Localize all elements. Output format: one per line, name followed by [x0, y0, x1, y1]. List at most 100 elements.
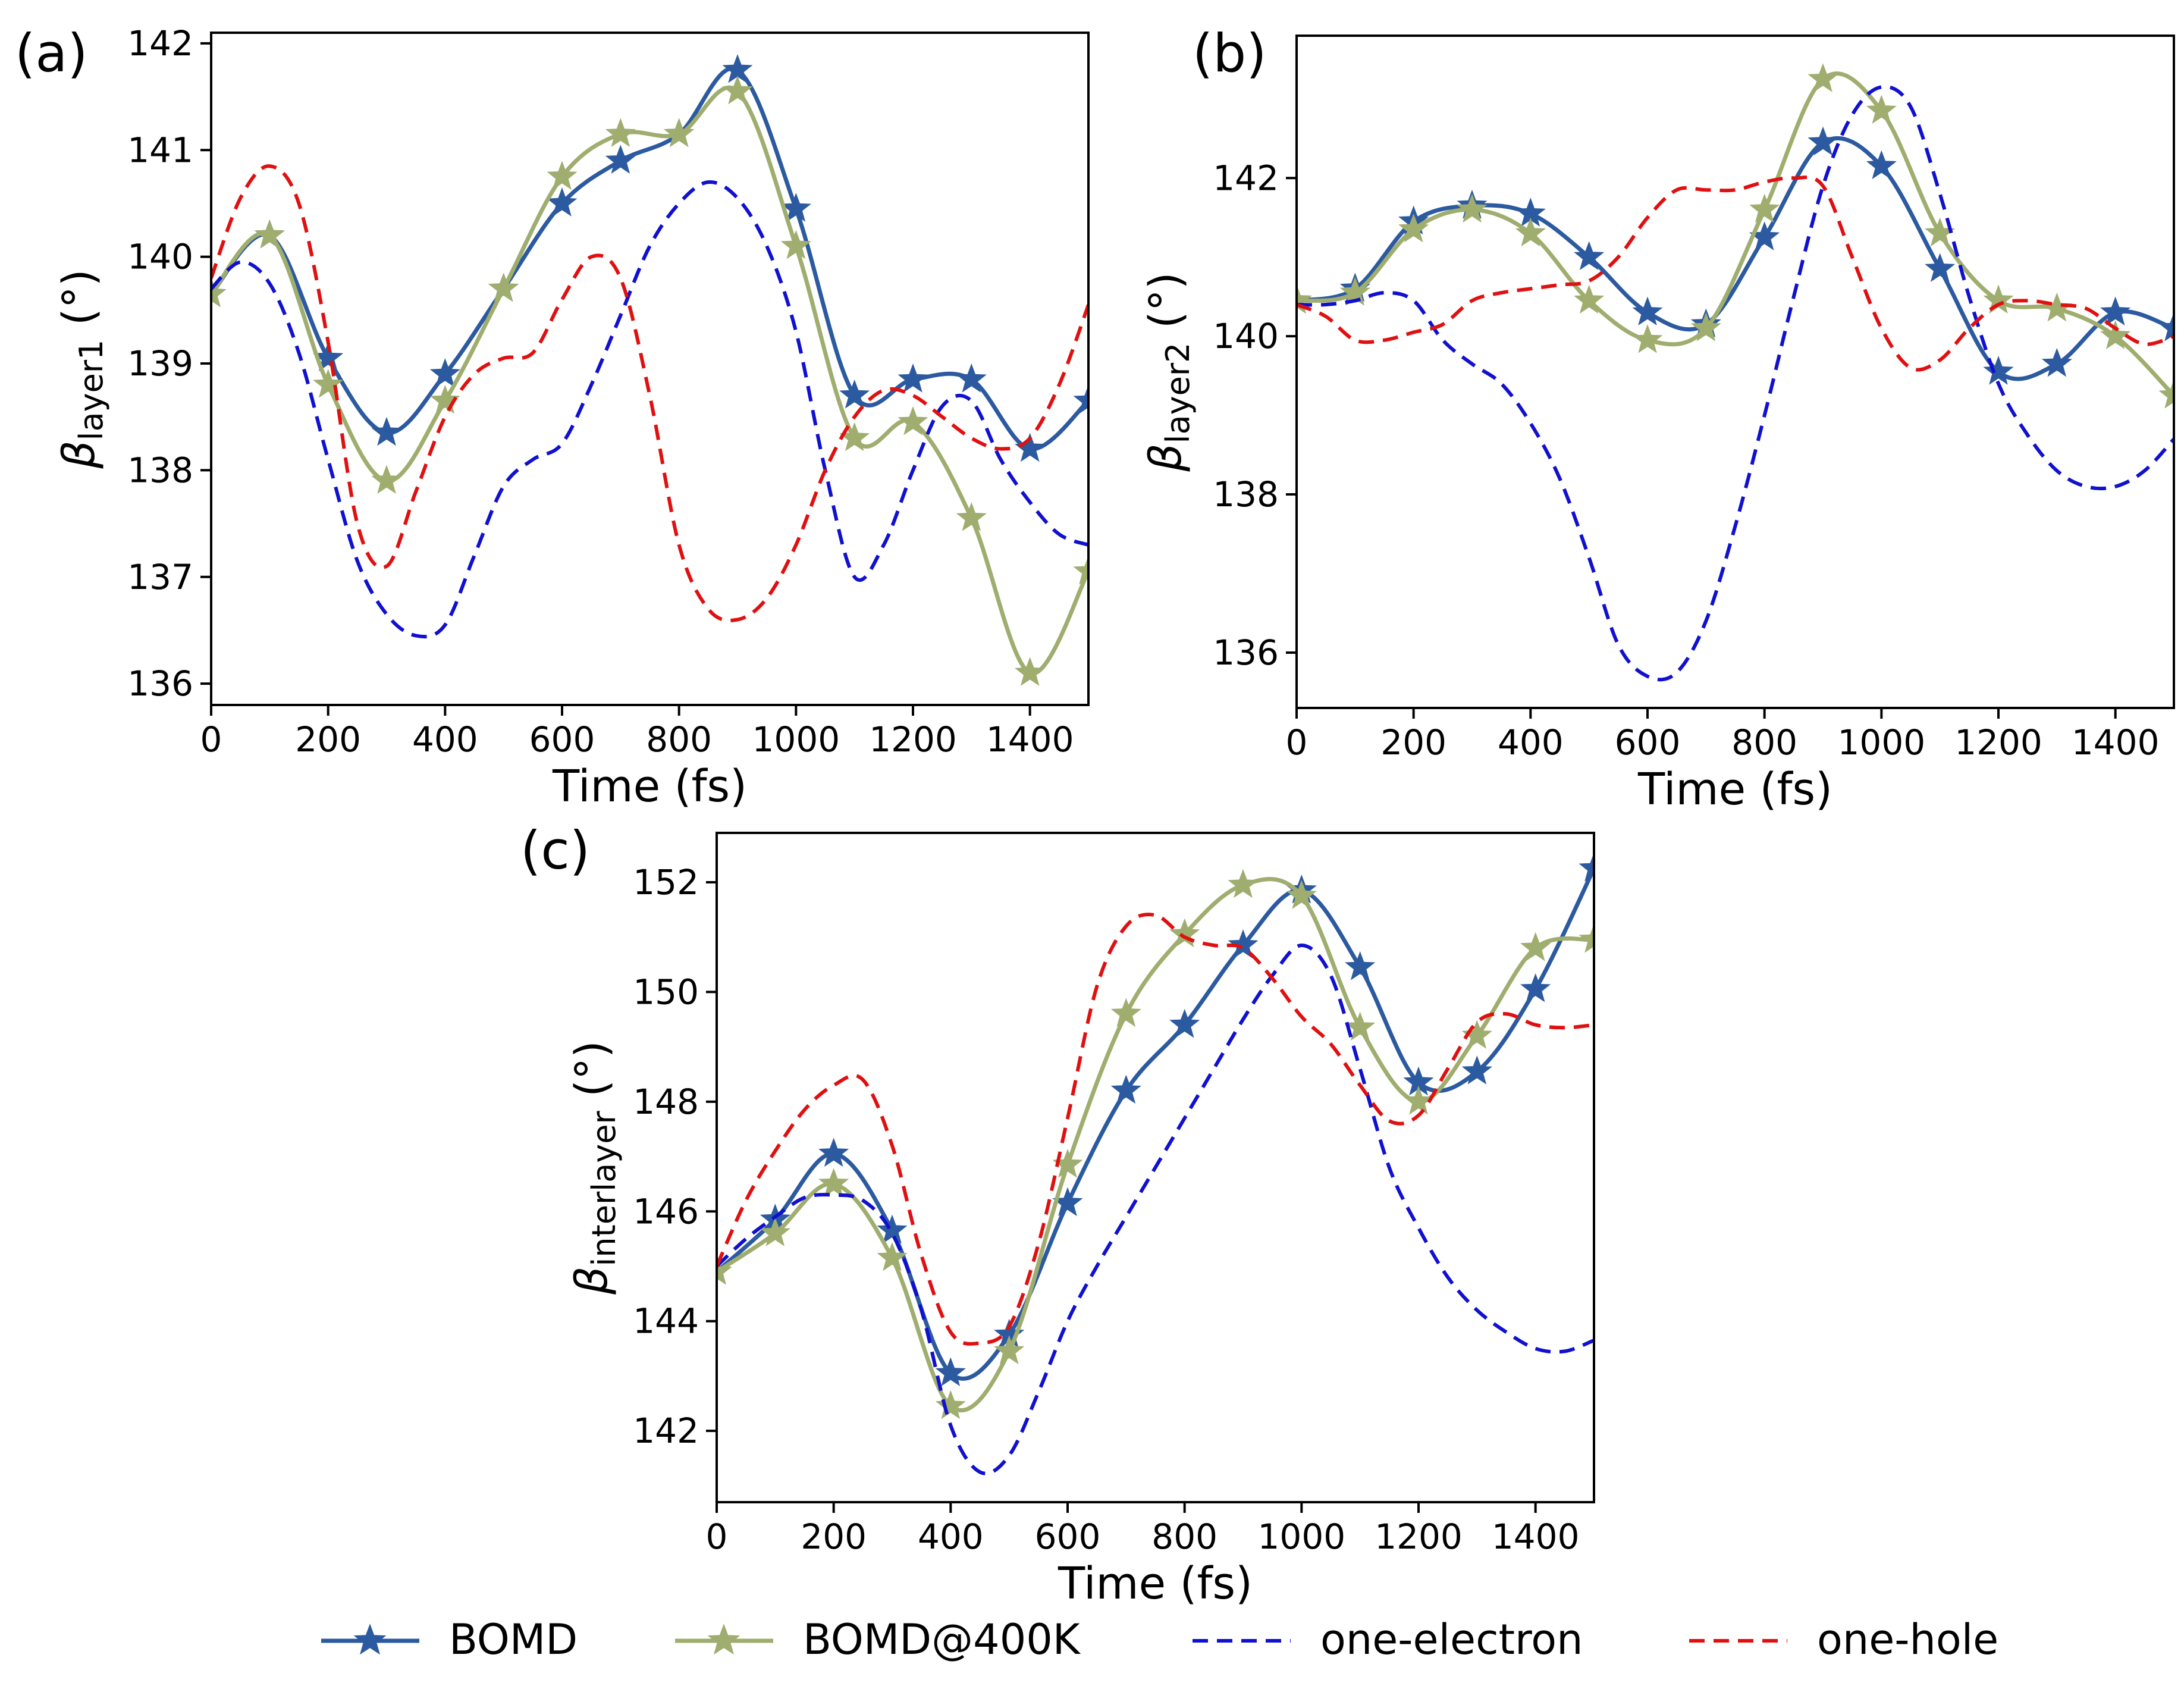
data-point-bomd-400k: [1461, 1020, 1492, 1049]
y-tick-label: 136: [1213, 632, 1279, 673]
data-point-bomd: [1169, 1008, 1200, 1038]
x-tick-label: 800: [646, 719, 712, 760]
data-point-bomd: [1228, 929, 1259, 958]
data-point-bomd: [547, 187, 578, 217]
data-point-bomd: [1574, 241, 1605, 271]
plot-frame: [716, 832, 1595, 1503]
data-point-bomd: [1866, 150, 1897, 180]
y-axis-label: βlayer1 (°): [54, 269, 110, 469]
data-point-bomd: [1808, 126, 1838, 156]
x-tick-label: 1400: [986, 719, 1074, 760]
data-point-bomd-400k: [1579, 923, 1594, 953]
data-point-bomd-400k: [1457, 193, 1488, 223]
x-tick-label: 1400: [2072, 722, 2160, 763]
data-point-bomd: [429, 358, 460, 387]
series-group: [211, 54, 1088, 686]
data-point-bomd-400k: [664, 118, 695, 148]
legend-label: BOMD: [449, 1615, 578, 1664]
data-point-bomd: [2041, 347, 2072, 377]
y-tick-label: 148: [633, 1082, 699, 1122]
data-point-bomd-400k: [1690, 312, 1721, 341]
x-axis-label: Time (fs): [1637, 764, 1832, 815]
x-tick-label: 400: [918, 1516, 984, 1557]
data-point-bomd: [898, 363, 928, 393]
data-point-bomd-400k: [956, 502, 987, 531]
series-line-one-hole: [211, 164, 1088, 622]
panel-b: 0 200 400 600 800 1000 1200 1400 136 138 140 142 Tim…: [1140, 23, 2175, 815]
data-point-bomd: [839, 379, 870, 409]
data-point-bomd-400k: [1808, 63, 1838, 92]
data-point-bomd: [605, 145, 636, 174]
panel-c: 0 200 400 600 800 1000 1200 1400 142 144 146 148 150…: [520, 820, 1595, 1609]
data-point-bomd-400k: [818, 1168, 849, 1197]
y-axis-symbol: β: [566, 1267, 617, 1295]
series-line-bomd: [1297, 136, 2174, 381]
panel-a: 0 200 400 600 800 1000 1200 1400 136 137 138 139 140…: [15, 23, 1090, 812]
series-line-one-electron: [1297, 84, 2174, 682]
legend-star: [353, 1624, 387, 1655]
legend: BOMD BOMD@400K one-electron one-hole: [321, 1615, 1998, 1664]
data-point-bomd: [1110, 1074, 1141, 1104]
legend-label: one-hole: [1817, 1615, 1998, 1664]
data-point-bomd: [877, 1214, 908, 1244]
data-point-bomd-400k: [488, 272, 519, 302]
data-point-bomd-400k: [1866, 95, 1897, 124]
data-point-bomd-400k: [780, 230, 811, 259]
data-point-bomd-400k: [211, 278, 227, 308]
legend-item-one-electron: one-electron: [1193, 1615, 1583, 1664]
x-tick-label: 0: [1286, 722, 1308, 763]
data-point-bomd: [1632, 296, 1663, 326]
legend-item-bomd-400k: BOMD@400K: [675, 1615, 1081, 1664]
data-point-bomd-400k: [1632, 324, 1663, 353]
data-point-bomd-400k: [1345, 1011, 1376, 1041]
data-point-bomd-400k: [2100, 320, 2131, 349]
x-tick-label: 1200: [869, 719, 957, 760]
x-tick-label: 200: [1380, 722, 1446, 763]
data-point-bomd-400k: [1339, 277, 1370, 306]
series-line-bomd-400k: [717, 877, 1594, 1412]
data-point-bomd: [1579, 853, 1594, 882]
data-point-bomd: [935, 1357, 966, 1387]
legend-item-bomd: BOMD: [321, 1615, 578, 1664]
x-tick-label: 800: [1151, 1516, 1217, 1557]
data-point-bomd-400k: [1983, 284, 2014, 314]
data-point-bomd-400k: [429, 384, 460, 414]
data-point-bomd-400k: [717, 1255, 732, 1285]
x-tick-label: 1000: [752, 719, 840, 760]
x-tick-label: 1000: [1258, 1516, 1346, 1557]
series-group: [1297, 63, 2174, 682]
data-point-bomd-400k: [605, 118, 636, 148]
y-tick-label: 152: [633, 862, 699, 902]
series-line-bomd: [717, 867, 1594, 1381]
data-point-bomd: [956, 363, 987, 393]
data-point-bomd-400k: [877, 1242, 908, 1271]
x-tick-label: 1400: [1492, 1516, 1580, 1557]
plot-frame: [1295, 35, 2175, 709]
y-axis-subscript: layer1: [73, 340, 110, 441]
y-tick-label: 140: [1213, 316, 1279, 356]
data-point-bomd-400k: [935, 1390, 966, 1419]
data-point-bomd-400k: [722, 75, 753, 105]
data-point-bomd: [1520, 973, 1551, 1002]
data-point-bomd-400k: [994, 1335, 1025, 1365]
data-point-bomd: [1345, 951, 1376, 980]
series-line-one-hole: [1297, 176, 2174, 372]
y-tick-label: 142: [1213, 158, 1279, 198]
y-axis-label: βinterlayer (°): [566, 1041, 623, 1295]
y-tick-label: 139: [127, 343, 193, 384]
x-tick-label: 400: [1498, 722, 1564, 763]
data-point-bomd-400k: [1286, 880, 1317, 909]
data-point-bomd: [371, 416, 402, 446]
x-tick-label: 600: [1615, 722, 1681, 763]
y-axis-symbol: β: [54, 440, 105, 469]
data-point-bomd-400k: [1574, 284, 1605, 314]
x-axis-label: Time (fs): [552, 761, 747, 812]
data-point-bomd-400k: [1073, 555, 1088, 585]
data-point-bomd-400k: [254, 219, 285, 249]
y-tick-label: 142: [633, 1411, 699, 1451]
series-line-one-electron: [717, 943, 1594, 1475]
x-tick-label: 1000: [1838, 722, 1926, 763]
data-point-bomd-400k: [1228, 869, 1259, 898]
data-point-bomd-400k: [2158, 380, 2174, 409]
